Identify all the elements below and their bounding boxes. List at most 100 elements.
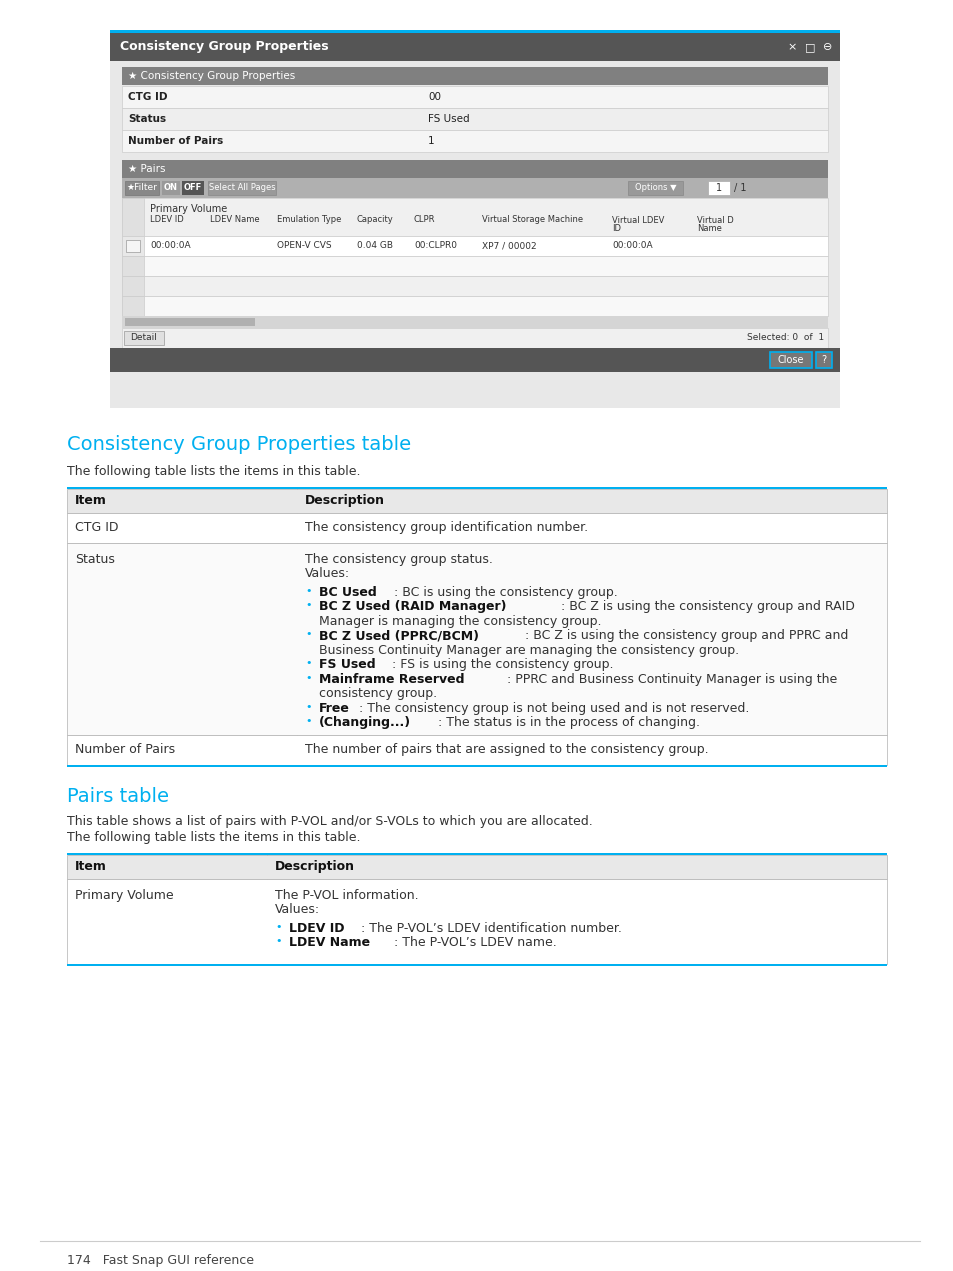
Text: Detail: Detail: [131, 333, 157, 342]
Text: Consistency Group Properties table: Consistency Group Properties table: [67, 435, 411, 454]
Text: □: □: [804, 42, 815, 52]
Text: The P-VOL information.: The P-VOL information.: [274, 888, 418, 901]
Text: 00:CLPR0: 00:CLPR0: [414, 241, 456, 250]
Bar: [110, 61, 840, 408]
Bar: [122, 276, 144, 296]
Bar: [162, 180, 180, 194]
Text: Item: Item: [75, 494, 107, 507]
Bar: [67, 878, 886, 965]
Text: Virtual D: Virtual D: [697, 216, 733, 225]
Bar: [122, 178, 827, 198]
Text: •: •: [274, 935, 281, 946]
Bar: [208, 180, 275, 194]
Bar: [124, 330, 164, 344]
Bar: [67, 854, 886, 878]
Text: : The P-VOL’s LDEV name.: : The P-VOL’s LDEV name.: [394, 935, 556, 949]
Text: OPEN-V CVS: OPEN-V CVS: [276, 241, 332, 250]
Bar: [122, 255, 827, 276]
Text: consistency group.: consistency group.: [318, 688, 436, 700]
Text: •: •: [305, 629, 312, 639]
Bar: [122, 296, 827, 315]
Text: Mainframe Reserved: Mainframe Reserved: [318, 672, 464, 685]
Text: •: •: [305, 702, 312, 712]
Text: 1: 1: [428, 136, 435, 146]
Bar: [122, 255, 144, 276]
Bar: [122, 130, 827, 153]
Text: ID: ID: [612, 224, 620, 233]
Text: Manager is managing the consistency group.: Manager is managing the consistency grou…: [318, 615, 601, 628]
Bar: [122, 236, 827, 255]
Text: ON: ON: [164, 183, 178, 192]
Text: Number of Pairs: Number of Pairs: [75, 744, 175, 756]
Text: LDEV Name: LDEV Name: [289, 935, 370, 949]
Text: This table shows a list of pairs with P-VOL and/or S-VOLs to which you are alloc: This table shows a list of pairs with P-…: [67, 815, 592, 827]
Text: Number of Pairs: Number of Pairs: [128, 136, 223, 146]
Bar: [122, 276, 827, 296]
Text: •: •: [305, 586, 312, 596]
Text: 00: 00: [428, 92, 440, 102]
Bar: [707, 180, 729, 194]
Bar: [67, 543, 886, 735]
Text: : BC Z is using the consistency group and RAID: : BC Z is using the consistency group an…: [560, 600, 854, 613]
Bar: [67, 487, 886, 489]
Bar: [67, 965, 886, 966]
Bar: [67, 765, 886, 766]
Text: LDEV ID: LDEV ID: [289, 921, 344, 934]
Text: : BC is using the consistency group.: : BC is using the consistency group.: [393, 586, 617, 599]
Bar: [815, 352, 831, 367]
Bar: [769, 352, 811, 367]
Text: The following table lists the items in this table.: The following table lists the items in t…: [67, 465, 360, 478]
Bar: [122, 108, 827, 130]
Text: Options ▼: Options ▼: [635, 183, 676, 192]
Text: •: •: [305, 716, 312, 726]
Text: The following table lists the items in this table.: The following table lists the items in t…: [67, 830, 360, 844]
Text: Description: Description: [274, 860, 355, 873]
Text: ×: ×: [786, 42, 796, 52]
Text: BC Z Used (RAID Manager): BC Z Used (RAID Manager): [318, 600, 506, 613]
Bar: [110, 348, 840, 372]
Bar: [67, 735, 886, 765]
Bar: [125, 318, 254, 325]
Bar: [122, 315, 827, 328]
Text: : BC Z is using the consistency group and PPRC and: : BC Z is using the consistency group an…: [525, 629, 848, 642]
Text: Select All Pages: Select All Pages: [209, 183, 275, 192]
Bar: [110, 33, 840, 61]
Bar: [67, 512, 886, 543]
Text: 00:00:0A: 00:00:0A: [150, 241, 191, 250]
Text: 174   Fast Snap GUI reference: 174 Fast Snap GUI reference: [67, 1254, 253, 1267]
Text: Close: Close: [777, 355, 803, 365]
Text: Virtual LDEV: Virtual LDEV: [612, 216, 663, 225]
Text: : The P-VOL’s LDEV identification number.: : The P-VOL’s LDEV identification number…: [360, 921, 620, 934]
Text: ⊖: ⊖: [822, 42, 832, 52]
Text: ★ Consistency Group Properties: ★ Consistency Group Properties: [128, 71, 294, 81]
Bar: [125, 180, 159, 194]
Text: Values:: Values:: [274, 902, 320, 916]
Bar: [67, 853, 886, 854]
Text: Status: Status: [75, 553, 114, 566]
Bar: [122, 67, 827, 85]
Text: Item: Item: [75, 860, 107, 873]
Bar: [122, 296, 144, 315]
Bar: [182, 180, 204, 194]
Text: CTG ID: CTG ID: [128, 92, 168, 102]
Text: (Changing...): (Changing...): [318, 716, 411, 730]
Bar: [122, 236, 144, 255]
Text: 00:00:0A: 00:00:0A: [612, 241, 652, 250]
Text: CTG ID: CTG ID: [75, 521, 118, 534]
Bar: [122, 86, 827, 108]
Text: ★Filter: ★Filter: [127, 183, 157, 192]
Text: Emulation Type: Emulation Type: [276, 215, 341, 225]
Bar: [126, 240, 140, 252]
Text: 1: 1: [715, 183, 721, 193]
Bar: [67, 489, 886, 512]
Text: / 1: / 1: [733, 183, 745, 193]
Text: ★ Pairs: ★ Pairs: [128, 164, 165, 174]
Text: Pairs table: Pairs table: [67, 787, 169, 806]
Text: : The status is in the process of changing.: : The status is in the process of changi…: [437, 716, 700, 730]
Text: 0.04 GB: 0.04 GB: [356, 241, 393, 250]
Text: •: •: [305, 658, 312, 669]
Text: : FS is using the consistency group.: : FS is using the consistency group.: [392, 658, 613, 671]
Text: Selected: 0  of  1: Selected: 0 of 1: [746, 333, 823, 342]
Text: LDEV ID: LDEV ID: [150, 215, 184, 225]
Text: LDEV Name: LDEV Name: [210, 215, 259, 225]
